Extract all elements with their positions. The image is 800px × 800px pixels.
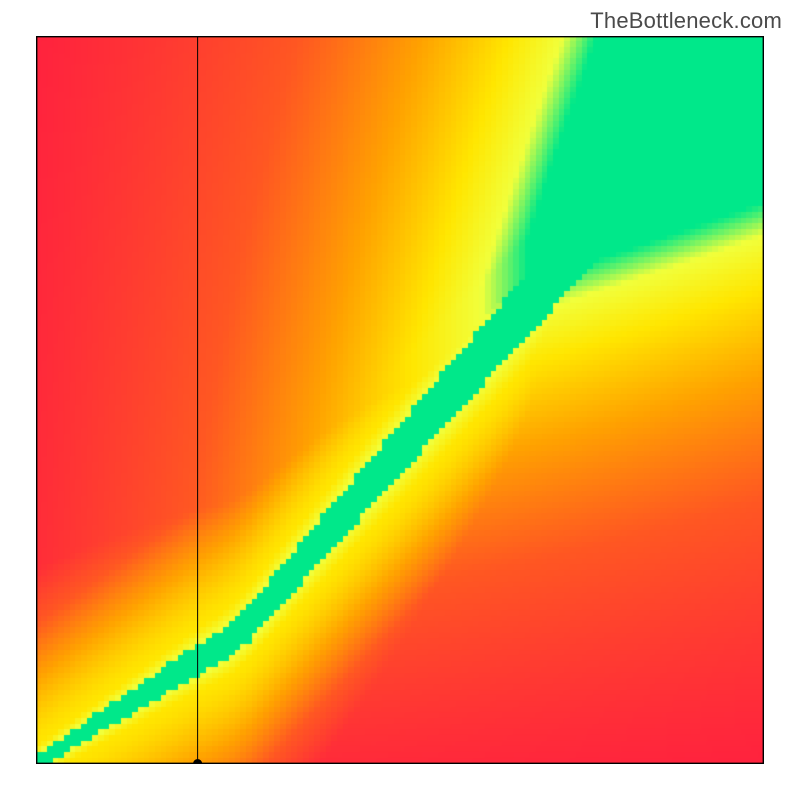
heatmap-canvas — [36, 36, 764, 764]
heatmap-chart — [36, 36, 764, 764]
watermark-text: TheBottleneck.com — [590, 8, 782, 34]
